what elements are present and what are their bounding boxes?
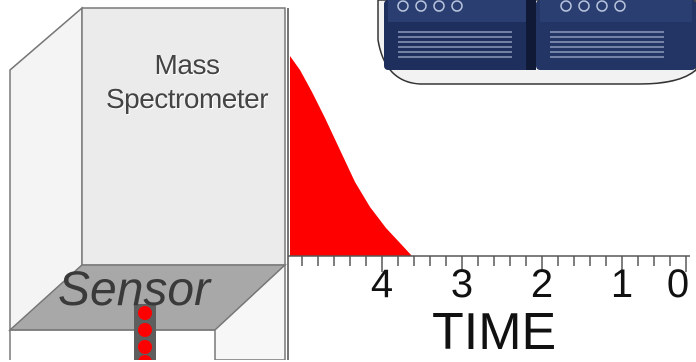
mass-spectrometer-box: [8, 6, 287, 360]
time-tick-label: 1: [610, 262, 634, 306]
time-tick-label: 3: [450, 262, 474, 306]
time-axis: [288, 255, 690, 272]
mass-spectrometer-instrument-photo: [377, 0, 696, 85]
droplet-stream-icon: [134, 304, 156, 360]
mass-spectrometer-label-line1: Mass: [154, 49, 220, 80]
mass-spectrometer-label: Mass Spectrometer: [102, 48, 272, 116]
sensor-label: Sensor: [58, 263, 211, 316]
time-tick-label: 4: [370, 262, 394, 306]
time-tick-label: 0: [666, 262, 690, 306]
signal-peak: [290, 56, 412, 256]
time-axis-label: TIME: [432, 303, 557, 361]
mass-spectrometer-label-line2: Spectrometer: [105, 83, 269, 114]
time-tick-label: 2: [530, 262, 554, 306]
